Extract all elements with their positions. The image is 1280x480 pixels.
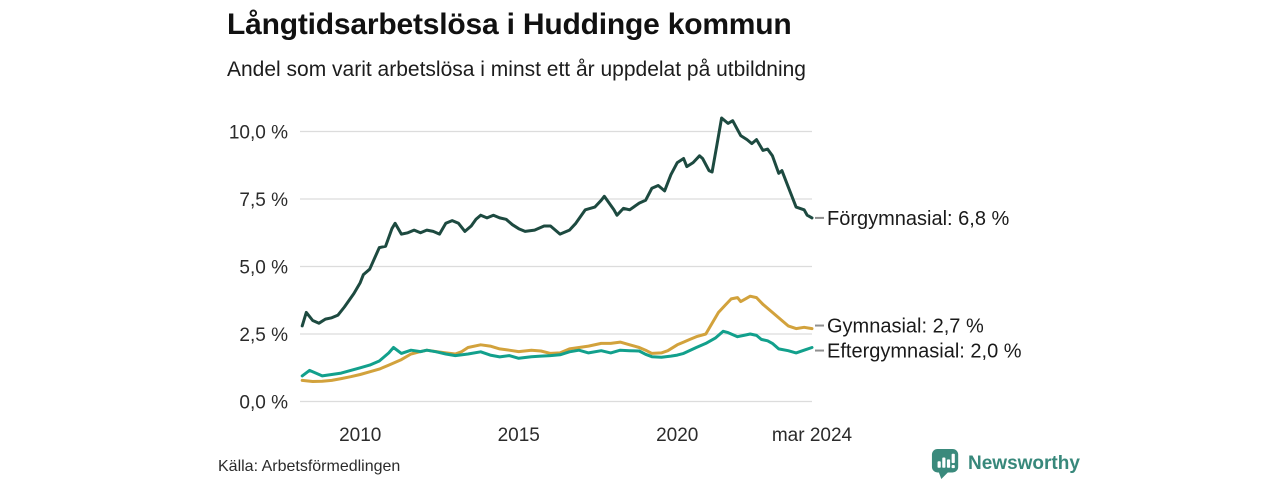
chart-subtitle: Andel som varit arbetslösa i minst ett å… xyxy=(227,58,806,81)
series-line-förgymnasial xyxy=(300,116,814,328)
x-axis-tick-labels: 2010 2015 2020 mar 2024 xyxy=(339,425,852,446)
x-tick-label: 2010 xyxy=(339,425,381,446)
x-tick-label: mar 2024 xyxy=(772,425,853,446)
source-note: Källa: Arbetsförmedlingen xyxy=(218,458,401,475)
series-line-gymnasial xyxy=(300,294,814,383)
x-tick-label: 2020 xyxy=(656,425,698,446)
newsworthy-icon xyxy=(931,449,959,479)
y-axis-tick-labels: 10,0 % 7,5 % 5,0 % 2,5 % 0,0 % xyxy=(229,123,288,414)
newsworthy-wordmark: Newsworthy xyxy=(968,453,1080,474)
y-tick-label: 7,5 % xyxy=(239,190,288,211)
y-tick-label: 2,5 % xyxy=(239,325,288,346)
newsworthy-logo[interactable]: Newsworthy xyxy=(931,448,1131,480)
series-end-labels: Förgymnasial: 6,8 % Gymnasial: 2,7 % Efter… xyxy=(815,208,1022,363)
series-label-eftergymnasial: Eftergymnasial: 2,0 % xyxy=(827,341,1022,363)
series-label-gymnasial: Gymnasial: 2,7 % xyxy=(827,316,984,338)
gridlines xyxy=(300,130,812,403)
chart-title: Långtidsarbetslösa i Huddinge kommun xyxy=(227,8,792,41)
x-tick-label: 2015 xyxy=(498,425,540,446)
series-lines xyxy=(300,116,814,383)
series-label-förgymnasial: Förgymnasial: 6,8 % xyxy=(827,208,1010,230)
series-line-eftergymnasial xyxy=(300,329,814,378)
y-tick-label: 0,0 % xyxy=(239,393,288,414)
y-tick-label: 5,0 % xyxy=(239,258,288,279)
y-tick-label: 10,0 % xyxy=(229,123,288,144)
